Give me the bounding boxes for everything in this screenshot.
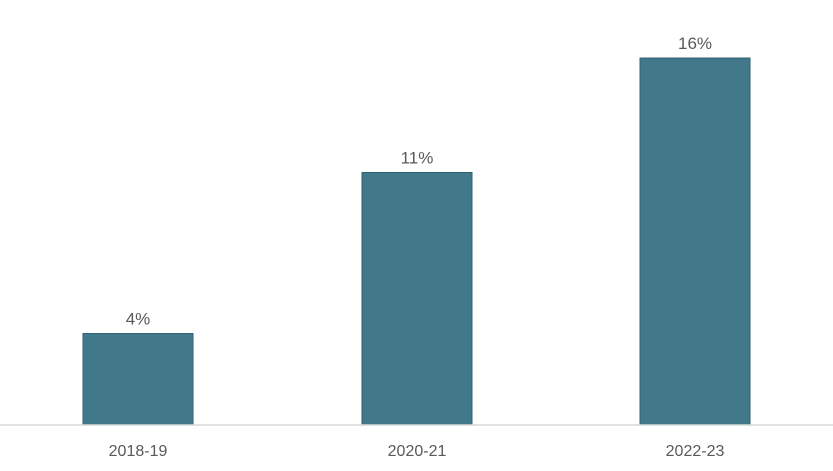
bar-2018-19 <box>82 332 194 426</box>
bar-2020-21 <box>361 172 473 426</box>
data-label-2020-21: 11% <box>401 149 434 168</box>
data-label-2022-23: 16% <box>678 34 712 53</box>
x-tick-label-2022-23: 2022-23 <box>666 443 725 460</box>
bar-2022-23 <box>639 57 751 426</box>
x-tick-label-2018-19: 2018-19 <box>109 443 168 460</box>
bars-group <box>82 57 751 426</box>
data-labels-group: 4% 11% 16% <box>126 34 712 328</box>
x-tick-label-2020-21: 2020-21 <box>388 443 447 460</box>
x-tick-labels-group: 2018-19 2020-21 2022-23 <box>109 443 725 460</box>
data-label-2018-19: 4% <box>126 309 151 328</box>
